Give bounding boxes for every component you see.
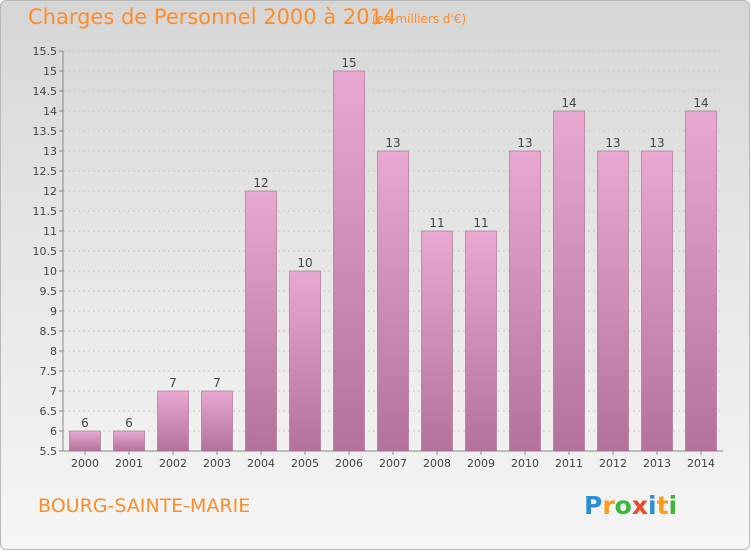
- bar: [641, 150, 673, 452]
- town-name: BOURG-SAINTE-MARIE: [38, 495, 251, 517]
- chart-subtitle: (en milliers d'€): [372, 12, 467, 26]
- x-tick-label: 2002: [159, 457, 187, 470]
- logo-letter: i: [668, 491, 678, 520]
- y-tick-label: 5.5: [40, 445, 58, 458]
- logo-letter: i: [648, 491, 657, 520]
- x-tick-label: 2001: [115, 457, 143, 470]
- bar-value-label: 11: [429, 216, 444, 230]
- y-tick-label: 8.5: [40, 325, 58, 338]
- y-tick-label: 13: [43, 145, 57, 158]
- chart-title: Charges de Personnel 2000 à 2014: [28, 5, 397, 29]
- bar: [597, 150, 629, 452]
- bar: [377, 150, 409, 452]
- x-tick-label: 2010: [511, 457, 539, 470]
- x-tick-label: 2004: [247, 457, 275, 470]
- bar: [113, 430, 145, 452]
- x-tick-label: 2007: [379, 457, 407, 470]
- logo-letter: x: [631, 491, 648, 520]
- bar-value-label: 6: [81, 416, 89, 430]
- x-tick-label: 2009: [467, 457, 495, 470]
- x-tick-label: 2008: [423, 457, 451, 470]
- bar: [69, 430, 101, 452]
- bar: [465, 230, 497, 452]
- x-tick-label: 2005: [291, 457, 319, 470]
- bar: [509, 150, 541, 452]
- bar: [245, 190, 277, 452]
- y-tick-label: 8: [50, 345, 57, 358]
- y-tick-label: 7.5: [40, 365, 58, 378]
- bar-value-label: 7: [169, 376, 177, 390]
- y-tick-label: 13.5: [33, 125, 58, 138]
- bar: [201, 390, 233, 452]
- x-tick-label: 2014: [687, 457, 715, 470]
- y-tick-label: 11.5: [33, 205, 58, 218]
- y-tick-label: 15: [43, 65, 57, 78]
- y-tick-label: 7: [50, 385, 57, 398]
- bar-value-label: 13: [517, 136, 532, 150]
- y-tick-label: 12: [43, 185, 57, 198]
- x-tick-label: 2011: [555, 457, 583, 470]
- bar-value-label: 14: [693, 96, 708, 110]
- bar-value-label: 7: [213, 376, 221, 390]
- bar: [685, 110, 717, 452]
- bar: [553, 110, 585, 452]
- logo-letter: r: [602, 491, 615, 520]
- x-tick-label: 2000: [71, 457, 99, 470]
- bar-value-label: 13: [649, 136, 664, 150]
- bar-value-label: 14: [561, 96, 576, 110]
- y-tick-label: 9.5: [40, 285, 58, 298]
- x-tick-label: 2013: [643, 457, 671, 470]
- bar: [333, 70, 365, 452]
- y-tick-label: 6.5: [40, 405, 58, 418]
- bar-value-label: 10: [297, 256, 312, 270]
- y-tick-label: 9: [50, 305, 57, 318]
- y-tick-label: 15.5: [33, 45, 58, 58]
- y-tick-label: 10.5: [33, 245, 58, 258]
- bar-value-label: 12: [253, 176, 268, 190]
- logo-letter: t: [656, 491, 669, 520]
- x-tick-label: 2012: [599, 457, 627, 470]
- bar-value-label: 13: [385, 136, 400, 150]
- bar: [421, 230, 453, 452]
- bar-value-label: 11: [473, 216, 488, 230]
- y-tick-label: 14.5: [33, 85, 58, 98]
- y-tick-label: 11: [43, 225, 57, 238]
- bar: [289, 270, 321, 452]
- bar-value-label: 13: [605, 136, 620, 150]
- logo-letter: P: [584, 491, 603, 520]
- proxiti-logo[interactable]: Proxiti: [584, 491, 677, 520]
- bar-value-label: 6: [125, 416, 133, 430]
- logo-letter: o: [614, 491, 632, 520]
- y-tick-label: 10: [43, 265, 57, 278]
- y-tick-label: 6: [50, 425, 57, 438]
- y-tick-label: 12.5: [33, 165, 58, 178]
- x-tick-label: 2006: [335, 457, 363, 470]
- y-tick-label: 14: [43, 105, 57, 118]
- x-tick-label: 2003: [203, 457, 231, 470]
- bar-value-label: 15: [341, 56, 356, 70]
- bar: [157, 390, 189, 452]
